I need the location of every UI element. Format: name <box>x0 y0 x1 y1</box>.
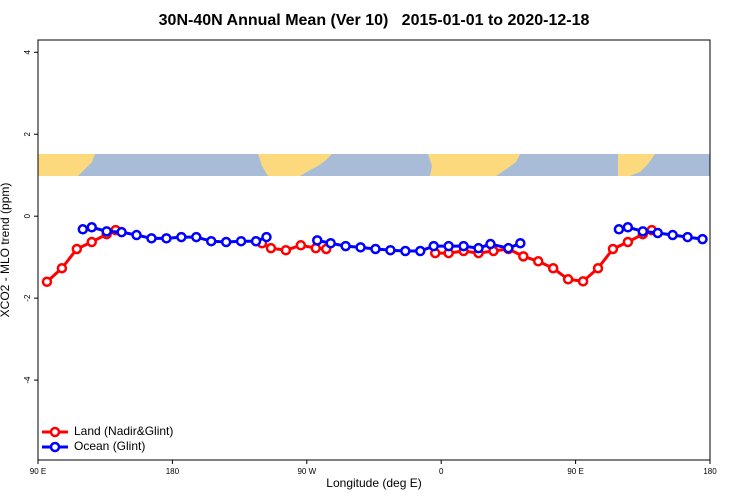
data-point <box>265 242 277 254</box>
legend-marker <box>49 441 61 453</box>
y-axis-label: XCO2 - MLO trend (ppm) <box>0 183 12 318</box>
data-point <box>295 240 307 251</box>
x-tick-label: 90 W <box>297 467 316 476</box>
data-point <box>485 238 496 250</box>
data-point <box>613 224 625 235</box>
y-tick-label: 0 <box>23 213 32 218</box>
data-point <box>235 235 247 247</box>
data-point <box>280 244 292 256</box>
data-point <box>473 242 484 254</box>
x-tick-label: 90 E <box>30 467 46 476</box>
data-point <box>622 236 634 248</box>
data-point <box>116 226 127 238</box>
chart-title: 30N-40N Annual Mean (Ver 10) 2015-01-01 … <box>159 12 590 29</box>
data-point <box>191 231 202 243</box>
map-land <box>258 154 332 176</box>
data-point <box>86 236 98 248</box>
data-point <box>340 240 351 252</box>
x-tick-label: 180 <box>166 467 180 476</box>
data-point <box>682 231 693 243</box>
data-point <box>385 244 396 256</box>
data-point <box>41 276 53 288</box>
data-point <box>667 229 678 241</box>
map-strip <box>38 154 710 176</box>
data-point <box>547 262 559 274</box>
data-point <box>176 231 187 243</box>
data-point <box>622 222 634 233</box>
data-point <box>325 237 336 249</box>
data-point <box>592 262 604 274</box>
data-point <box>370 243 381 255</box>
data-point <box>697 233 708 245</box>
legend-label: Land (Nadir&Glint) <box>74 424 173 438</box>
data-point <box>562 274 574 285</box>
y-tick-label: -4 <box>23 376 32 384</box>
y-tick-label: 4 <box>23 50 32 55</box>
data-point <box>86 222 98 233</box>
data-point <box>443 240 454 252</box>
data-point <box>400 245 411 257</box>
y-tick-label: -2 <box>23 294 32 302</box>
y-tick-label: 2 <box>23 131 32 136</box>
data-point <box>56 262 68 274</box>
data-point <box>458 240 469 252</box>
data-point <box>518 251 529 262</box>
map-land <box>428 154 520 176</box>
data-point <box>652 227 663 239</box>
legend-item: Ocean (Glint) <box>42 439 145 453</box>
data-point <box>312 235 323 246</box>
data-point <box>101 226 112 237</box>
data-point <box>637 226 649 237</box>
data-point <box>428 240 439 252</box>
x-tick-label: 0 <box>439 467 444 476</box>
plot-frame <box>37 39 711 461</box>
data-point <box>261 231 272 243</box>
data-point <box>577 276 589 287</box>
data-point <box>205 235 217 247</box>
x-tick-label: 90 E <box>567 467 583 476</box>
data-point <box>355 242 366 253</box>
data-point <box>515 237 526 249</box>
data-point <box>71 243 83 255</box>
data-point <box>220 236 232 248</box>
x-axis-label: Longitude (deg E) <box>326 476 421 490</box>
legend-marker <box>49 426 61 438</box>
data-point <box>250 235 262 247</box>
data-point <box>415 245 426 257</box>
map-land <box>618 154 655 176</box>
map-land <box>38 154 95 176</box>
legend-item: Land (Nadir&Glint) <box>42 424 173 438</box>
data-point <box>607 243 619 255</box>
legend-label: Ocean (Glint) <box>74 439 145 453</box>
data-point <box>161 233 172 244</box>
map-ocean <box>38 154 710 176</box>
data-point <box>146 233 157 244</box>
data-point <box>77 224 89 235</box>
data-point <box>533 256 544 267</box>
data-point <box>503 242 514 254</box>
data-point <box>131 229 142 241</box>
x-tick-label: 180 <box>703 467 717 476</box>
